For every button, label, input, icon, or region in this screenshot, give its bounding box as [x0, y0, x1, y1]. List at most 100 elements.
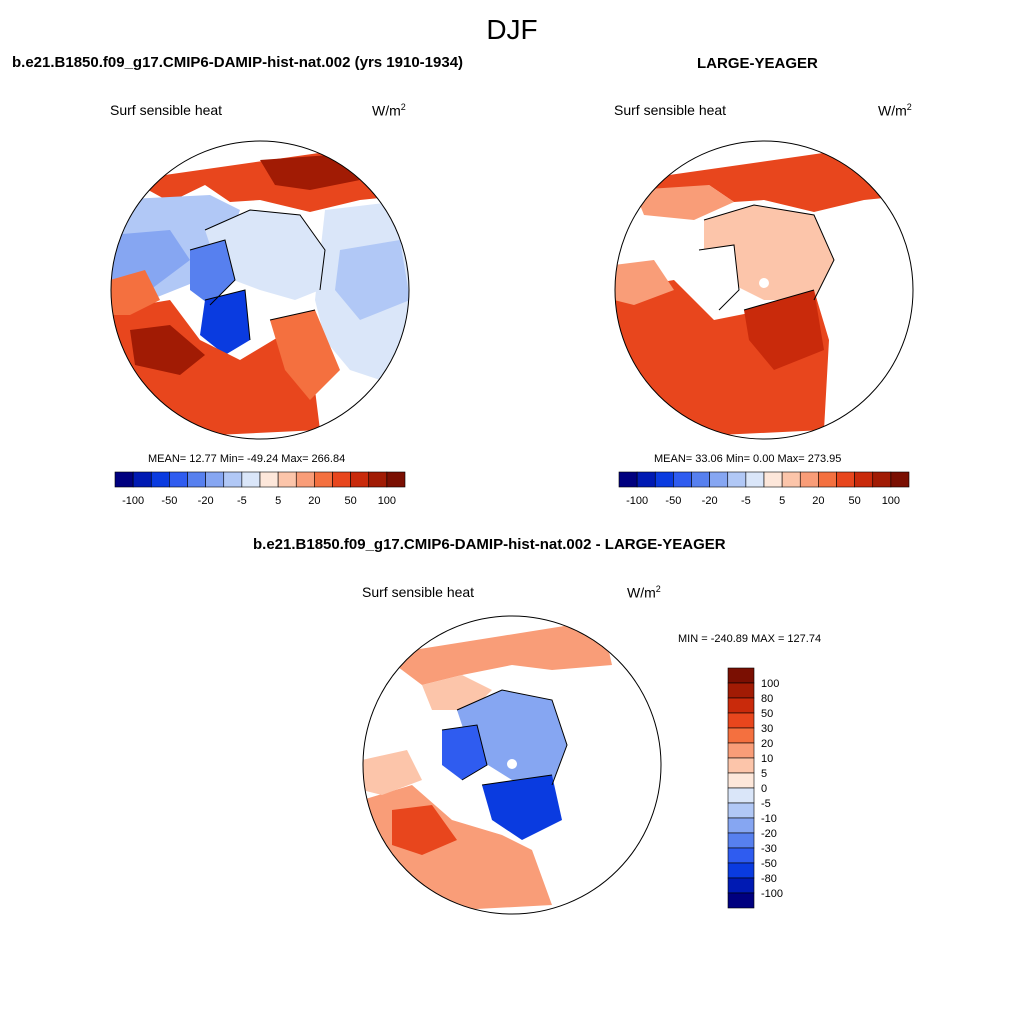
colorbar-swatch [727, 877, 755, 894]
map2-land-north-light [634, 185, 734, 220]
map3-greenland-blue [442, 725, 487, 780]
map2-left-light [615, 260, 674, 305]
map3-north-light [422, 675, 492, 710]
map2-atlantic-dark [744, 290, 824, 370]
colorbar-tick-label: -5 [761, 798, 771, 810]
map1-atlantic-dark [130, 325, 205, 375]
colorbar-swatch [799, 471, 819, 488]
colorbar-tick-label: -20 [761, 828, 777, 840]
map1-land-america-blue [335, 240, 409, 320]
colorbar-tick-label: -20 [198, 495, 214, 507]
map1-left-warm [111, 270, 160, 315]
colorbar-swatch [114, 471, 134, 488]
panel1-case-title: b.e21.B1850.f09_g17.CMIP6-DAMIP-hist-nat… [12, 54, 464, 71]
colorbar-tick-label: 50 [849, 495, 861, 507]
colorbar-swatch [727, 757, 755, 774]
colorbar-tick-label: 5 [761, 768, 767, 780]
colorbar-swatch [727, 817, 755, 834]
colorbar-swatch [727, 667, 755, 684]
map3-north-warm [382, 620, 612, 685]
colorbar-swatch [636, 471, 656, 488]
map3-atlantic-red [392, 805, 457, 855]
colorbar-tick-label: -50 [161, 495, 177, 507]
colorbar-swatch [654, 471, 674, 488]
map3-atlantic-dark-blue [482, 775, 562, 840]
colorbar-swatch [709, 471, 729, 488]
panel2-stats: MEAN= 33.06 Min= 0.00 Max= 273.95 [654, 453, 842, 465]
colorbar-tick-label: 50 [761, 708, 773, 720]
colorbar-tick-label: 100 [378, 495, 396, 507]
colorbar-swatch [187, 471, 206, 488]
colorbar-tick-label: 50 [345, 495, 357, 507]
colorbar-tick-label: 100 [882, 495, 900, 507]
colorbar-swatch [259, 471, 279, 488]
colorbar-swatch [781, 471, 801, 488]
colorbar-tick-label: -100 [626, 495, 648, 507]
colorbar-panel1: -100 -50 -20 -5 5 20 50 100 [114, 471, 406, 507]
colorbar-swatch [727, 847, 755, 864]
colorbar-swatch [727, 727, 755, 744]
map1-hudson-blue [200, 290, 250, 355]
map1-pacific-warm [270, 310, 340, 400]
map1-land-north-dark [260, 155, 360, 190]
colorbar-swatch [295, 471, 315, 488]
colorbar-swatch [836, 471, 855, 488]
panel3-case-title: b.e21.B1850.f09_g17.CMIP6-DAMIP-hist-nat… [253, 536, 726, 553]
map1-coastline [189, 209, 326, 341]
colorbar-swatch [618, 471, 638, 488]
map2-coastline [698, 204, 835, 311]
colorbar-tick-label: -100 [761, 888, 783, 900]
colorbar-swatch [890, 471, 910, 488]
colorbar-swatch [872, 471, 892, 488]
colorbar-swatch [691, 471, 710, 488]
colorbar-tick-label: 20 [812, 495, 824, 507]
colorbar-tick-label: -30 [761, 843, 777, 855]
colorbar-swatch [727, 682, 755, 699]
colorbar-swatch [763, 471, 783, 488]
map2-greenland-white [694, 245, 739, 310]
figure-title: DJF [486, 14, 538, 45]
colorbar-tick-label: 80 [761, 693, 773, 705]
colorbar-swatch [150, 471, 170, 488]
colorbar-swatch [727, 802, 755, 819]
colorbar-swatch [314, 471, 333, 488]
colorbar-tick-label: -50 [665, 495, 681, 507]
colorbar-tick-label: 20 [761, 738, 773, 750]
colorbar-tick-label: 30 [761, 723, 773, 735]
colorbar-swatch [368, 471, 388, 488]
colorbar-panel2: -100 -50 -20 -5 5 20 50 100 [618, 471, 910, 507]
panel1-stats: MEAN= 12.77 Min= -49.24 Max= 266.84 [148, 453, 346, 465]
map1-arctic-ice [205, 210, 325, 300]
colorbar-swatch [818, 471, 837, 488]
colorbar-swatch [386, 471, 406, 488]
map-panel2 [614, 140, 914, 440]
colorbar-swatch [277, 471, 297, 488]
map3-coastline [441, 689, 568, 786]
map1-greenland [190, 240, 235, 305]
colorbar-tick-label: -100 [122, 495, 144, 507]
colorbar-swatch [673, 471, 692, 488]
colorbar-tick-label: 10 [761, 753, 773, 765]
colorbar-swatch [854, 471, 874, 488]
colorbar-tick-label: -50 [761, 858, 777, 870]
colorbar-tick-label: 5 [779, 495, 785, 507]
colorbar-swatch [745, 471, 765, 488]
colorbar-swatch [727, 892, 755, 909]
colorbar-tick-label: -20 [702, 495, 718, 507]
panel1-units: W/m2 [372, 102, 406, 119]
colorbar-swatch [350, 471, 370, 488]
colorbar-swatch [205, 471, 225, 488]
colorbar-tick-label: -5 [741, 495, 751, 507]
colorbar-swatch [727, 697, 755, 714]
panel3-units: W/m2 [627, 584, 661, 601]
panel2-case-title: LARGE-YEAGER [697, 55, 818, 72]
colorbar-tick-label: 0 [761, 783, 767, 795]
panel2-units: W/m2 [878, 102, 912, 119]
colorbar-swatch [727, 772, 755, 789]
colorbar-swatch [727, 787, 755, 804]
colorbar-swatch [727, 832, 755, 849]
map-panel3 [362, 615, 662, 915]
map-panel1 [110, 140, 410, 440]
colorbar-tick-label: -5 [237, 495, 247, 507]
